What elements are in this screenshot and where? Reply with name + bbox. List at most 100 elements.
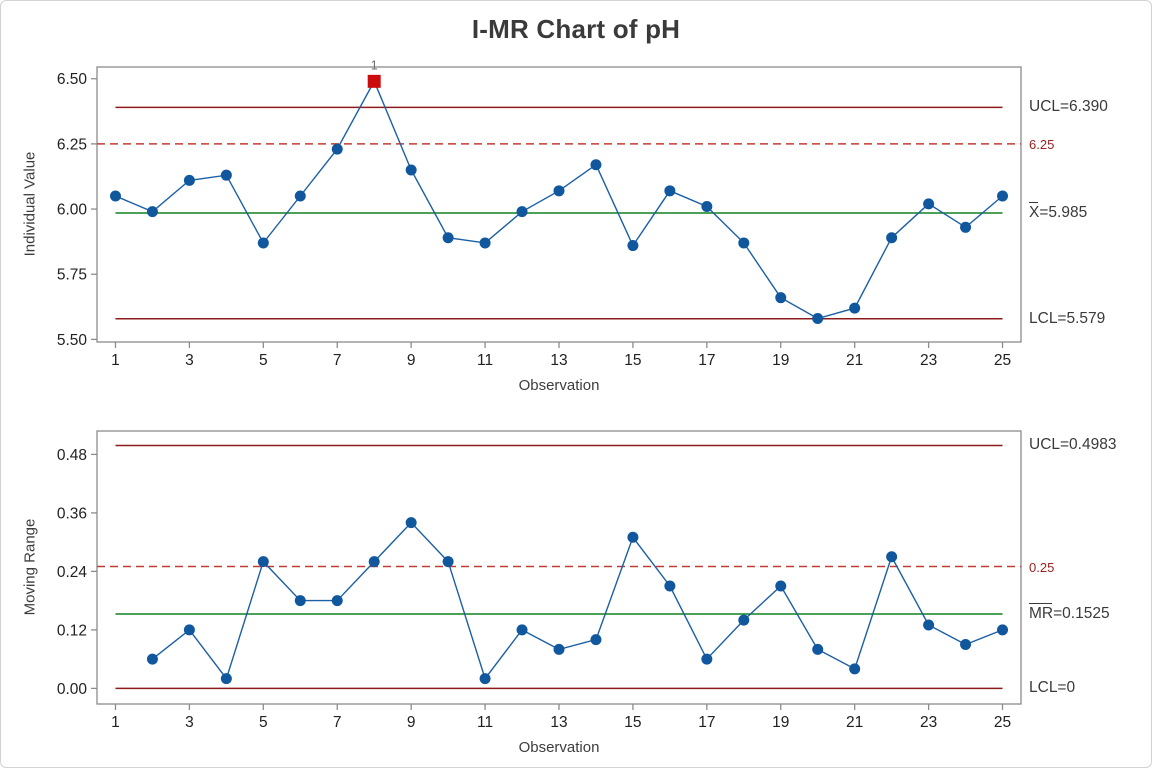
data-point [479,673,491,685]
data-point [109,190,121,202]
x-tick-label: 19 [772,352,789,369]
x-tick-label: 9 [407,352,416,369]
data-point [997,190,1009,202]
data-point [220,169,232,181]
data-point [849,302,861,314]
data-point [812,643,824,655]
data-point [553,643,565,655]
x-tick-label: 1 [111,352,120,369]
x-tick-label: 11 [477,352,493,369]
data-point [331,595,343,607]
x-tick-label: 15 [624,714,641,731]
data-point [294,190,306,202]
data-point [886,232,898,244]
y-tick-label: 5.50 [57,332,88,349]
data-point [479,237,491,249]
data-point [627,531,639,543]
data-point [923,198,935,210]
reference-label: 6.25 [1029,136,1055,152]
x-tick-label: 13 [550,352,567,369]
plot-frame [96,430,1022,705]
lcl-label: LCL=0 [1029,679,1076,697]
point-flag-label: 1 [371,58,378,72]
data-point [701,653,713,665]
center-label: MR=0.1525 [1029,603,1110,623]
data-point [183,174,195,186]
data-point [627,240,639,252]
y-tick-label: 0.24 [57,564,88,581]
data-point [997,624,1009,636]
data-point [516,624,528,636]
x-tick-label: 9 [407,714,416,731]
x-tick-label: 15 [624,352,641,369]
plot-frame [96,66,1022,343]
data-point [701,200,713,212]
data-point [257,237,269,249]
x-tick-label: 21 [846,352,863,369]
ucl-label: UCL=0.4983 [1029,436,1117,454]
data-point [590,634,602,646]
x-tick-label: 1 [111,714,120,731]
data-point [368,556,380,568]
data-point [812,313,824,325]
ucl-label: UCL=6.390 [1029,98,1108,116]
data-point [331,143,343,155]
data-point [849,663,861,675]
data-point [553,185,565,197]
y-tick-label: 6.25 [57,136,87,153]
data-point [886,551,898,563]
data-point [442,556,454,568]
series-line [115,79,1003,320]
overlined-symbol: X [1029,201,1040,221]
data-point [516,206,528,218]
x-tick-label: 7 [333,352,342,369]
x-tick-label: 3 [185,714,194,731]
lcl-label: LCL=5.579 [1029,309,1106,327]
series-line [151,521,1003,681]
y-tick-label: 0.00 [57,681,88,698]
x-tick-label: 23 [920,352,937,369]
data-point [775,292,787,304]
y-tick-label: 6.00 [57,201,88,218]
data-point [960,221,972,233]
x-tick-label: 5 [259,352,268,369]
data-point [294,595,306,607]
y-tick-label: 0.36 [57,505,87,522]
data-point [146,206,158,218]
x-tick-label: 25 [994,352,1011,369]
x-tick-label: 17 [698,352,715,369]
data-point [405,164,417,176]
moving-range-chart: 0.000.120.240.360.481 3 5 7 9 11 13 15 17 19 21 23 2… [57,430,1022,731]
data-point [664,185,676,197]
overlined-symbol: MR [1029,603,1054,623]
center-label: X=5.985 [1029,201,1088,221]
data-point [664,580,676,592]
data-point [775,580,787,592]
data-point [146,653,158,665]
data-point [738,614,750,626]
x-tick-label: 23 [920,714,937,731]
x-tick-label: 21 [846,714,863,731]
x-tick-label: 5 [259,714,268,731]
y-tick-label: 5.75 [57,267,87,284]
x-tick-label: 25 [994,714,1011,731]
data-point [442,232,454,244]
data-point [923,619,935,631]
data-point [738,237,750,249]
moving-range-x-axis-label: Observation [518,739,600,756]
data-point [183,624,195,636]
y-tick-label: 0.12 [57,622,87,639]
x-tick-label: 19 [772,714,789,731]
y-tick-label: 6.50 [57,71,88,88]
x-tick-label: 11 [477,714,493,731]
individuals-x-axis-label: Observation [518,377,600,394]
individuals-chart: 5.505.756.006.256.501 3 5 7 9 11 13 15 17 19 21 23 2… [57,58,1022,369]
data-point [960,639,972,651]
data-point [220,673,232,685]
x-tick-label: 17 [698,714,715,731]
out-of-control-point [367,74,381,88]
chart-title: I-MR Chart of pH [471,14,681,44]
data-point [405,517,417,529]
